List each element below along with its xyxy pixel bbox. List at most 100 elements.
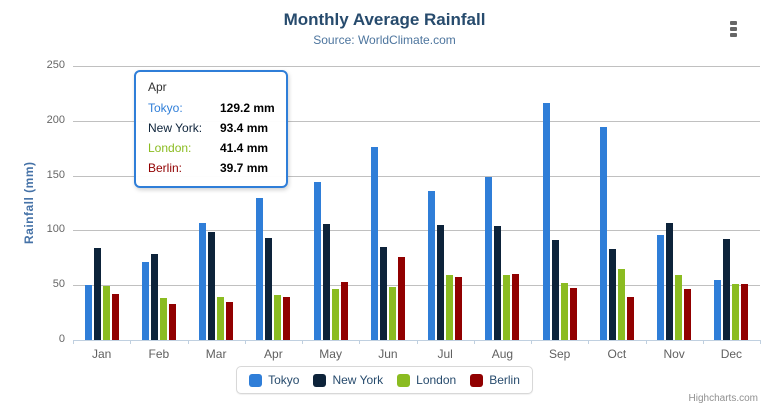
- bar-new-york-feb[interactable]: [150, 253, 158, 340]
- tooltip-series-name: Berlin:: [148, 161, 183, 175]
- bar-tokyo-jan[interactable]: [84, 285, 92, 340]
- bar-tokyo-nov[interactable]: [657, 235, 665, 340]
- x-axis-label: Jan: [91, 347, 112, 361]
- bar-berlin-nov[interactable]: [684, 288, 692, 340]
- bar-new-york-jul[interactable]: [437, 224, 445, 340]
- x-axis-label: Aug: [491, 347, 514, 361]
- x-axis-tick: [416, 340, 418, 344]
- bar-berlin-apr[interactable]: [283, 296, 291, 340]
- bar-berlin-jul[interactable]: [455, 277, 463, 340]
- x-axis-tick: [645, 340, 647, 344]
- hamburger-icon: [730, 33, 737, 37]
- bar-tokyo-apr[interactable]: [256, 198, 264, 340]
- x-axis-tick: [244, 340, 246, 344]
- bar-london-jan[interactable]: [102, 286, 110, 340]
- bar-group-feb: [130, 66, 187, 340]
- bar-new-york-sep[interactable]: [551, 240, 559, 340]
- x-axis-label: Dec: [720, 347, 743, 361]
- gridline: [73, 66, 760, 67]
- bar-berlin-may[interactable]: [340, 282, 348, 340]
- legend-item-new-york[interactable]: New York: [313, 373, 383, 387]
- tooltip-series-value: 93.4 mm: [220, 121, 269, 135]
- x-axis-tick: [73, 340, 74, 344]
- credits-link[interactable]: Highcharts.com: [688, 393, 758, 404]
- bar-tokyo-aug[interactable]: [485, 177, 493, 340]
- bar-berlin-feb[interactable]: [168, 303, 176, 340]
- bar-london-sep[interactable]: [560, 282, 568, 340]
- bar-london-apr[interactable]: [274, 294, 282, 340]
- bar-berlin-sep[interactable]: [569, 287, 577, 340]
- y-axis-label: 250: [46, 59, 65, 71]
- legend-label: London: [416, 373, 457, 387]
- bar-berlin-aug[interactable]: [512, 273, 520, 340]
- bar-group-mar: [188, 66, 245, 340]
- bar-new-york-aug[interactable]: [494, 225, 502, 340]
- tooltip-series-value: 129.2 mm: [220, 101, 275, 115]
- export-menu-button[interactable]: [730, 21, 750, 39]
- hamburger-icon: [730, 27, 737, 31]
- bar-london-aug[interactable]: [503, 274, 511, 340]
- bar-new-york-apr[interactable]: [265, 237, 273, 340]
- legend-swatch-berlin: [470, 373, 484, 387]
- x-axis-label: Mar: [205, 347, 227, 361]
- bar-group-dec: [703, 66, 760, 340]
- bar-berlin-dec[interactable]: [741, 284, 749, 340]
- legend-box: Tokyo New York London Berlin: [236, 366, 533, 394]
- bar-new-york-dec[interactable]: [723, 238, 731, 340]
- bar-tokyo-dec[interactable]: [714, 280, 722, 340]
- x-axis-label: Oct: [607, 347, 627, 361]
- x-axis-tick: [473, 340, 475, 344]
- bar-tokyo-jun[interactable]: [370, 147, 378, 340]
- bar-tokyo-mar[interactable]: [199, 223, 207, 340]
- bar-new-york-nov[interactable]: [666, 223, 674, 340]
- y-axis-label: 50: [52, 278, 65, 291]
- x-axis-tick: [302, 340, 303, 344]
- bar-tokyo-feb[interactable]: [141, 261, 149, 340]
- bar-berlin-mar[interactable]: [226, 302, 234, 340]
- bar-group-oct: [588, 66, 645, 340]
- bar-london-mar[interactable]: [217, 296, 225, 340]
- bar-london-nov[interactable]: [675, 275, 683, 340]
- bar-group-nov: [646, 66, 703, 340]
- hamburger-icon: [730, 21, 737, 25]
- bar-tokyo-may[interactable]: [313, 182, 321, 340]
- bar-group-sep: [531, 66, 588, 340]
- bar-tokyo-jul[interactable]: [428, 191, 436, 340]
- tooltip-series-name: New York:: [148, 121, 203, 135]
- bar-tokyo-sep[interactable]: [542, 102, 550, 340]
- bar-london-oct[interactable]: [617, 268, 625, 340]
- bar-new-york-jan[interactable]: [93, 248, 101, 340]
- legend-item-berlin[interactable]: Berlin: [470, 373, 520, 387]
- bar-berlin-oct[interactable]: [626, 297, 634, 340]
- y-axis-title: Rainfall (mm): [22, 161, 36, 245]
- bar-berlin-jan[interactable]: [111, 293, 119, 340]
- y-axis-label: 100: [46, 223, 65, 236]
- x-axis-tick: [359, 340, 361, 344]
- plot-area: 0 50 100 150 200 250 Jan Feb Mar Apr May Jun Jul Aug S…: [47, 59, 761, 361]
- tooltip-series-value: 41.4 mm: [220, 141, 269, 155]
- bar-tokyo-oct[interactable]: [599, 127, 607, 340]
- x-axis-tick: [760, 340, 761, 344]
- tooltip-row: Berlin: 39.7 mm: [148, 158, 274, 178]
- bar-new-york-may[interactable]: [322, 223, 330, 340]
- legend-label: Tokyo: [268, 373, 300, 387]
- bar-london-feb[interactable]: [159, 297, 167, 340]
- chart-title: Monthly Average Rainfall: [283, 10, 486, 29]
- legend-swatch-tokyo: [249, 373, 263, 387]
- y-axis-label: 200: [46, 113, 65, 126]
- bar-london-jul[interactable]: [446, 275, 454, 340]
- bar-london-jun[interactable]: [388, 287, 396, 340]
- bar-new-york-jun[interactable]: [379, 247, 387, 340]
- legend-item-tokyo[interactable]: Tokyo: [249, 373, 299, 387]
- bar-london-dec[interactable]: [732, 283, 740, 340]
- bar-berlin-jun[interactable]: [397, 257, 405, 340]
- bar-group-aug: [474, 66, 531, 340]
- bar-new-york-mar[interactable]: [208, 232, 216, 340]
- bar-new-york-oct[interactable]: [608, 248, 616, 340]
- y-axis-label: 0: [58, 333, 65, 345]
- legend-item-london[interactable]: London: [397, 373, 456, 387]
- chart-subtitle: Source: WorldClimate.com: [313, 33, 456, 47]
- legend: Tokyo New York London Berlin: [0, 366, 769, 394]
- bar-london-may[interactable]: [331, 288, 339, 340]
